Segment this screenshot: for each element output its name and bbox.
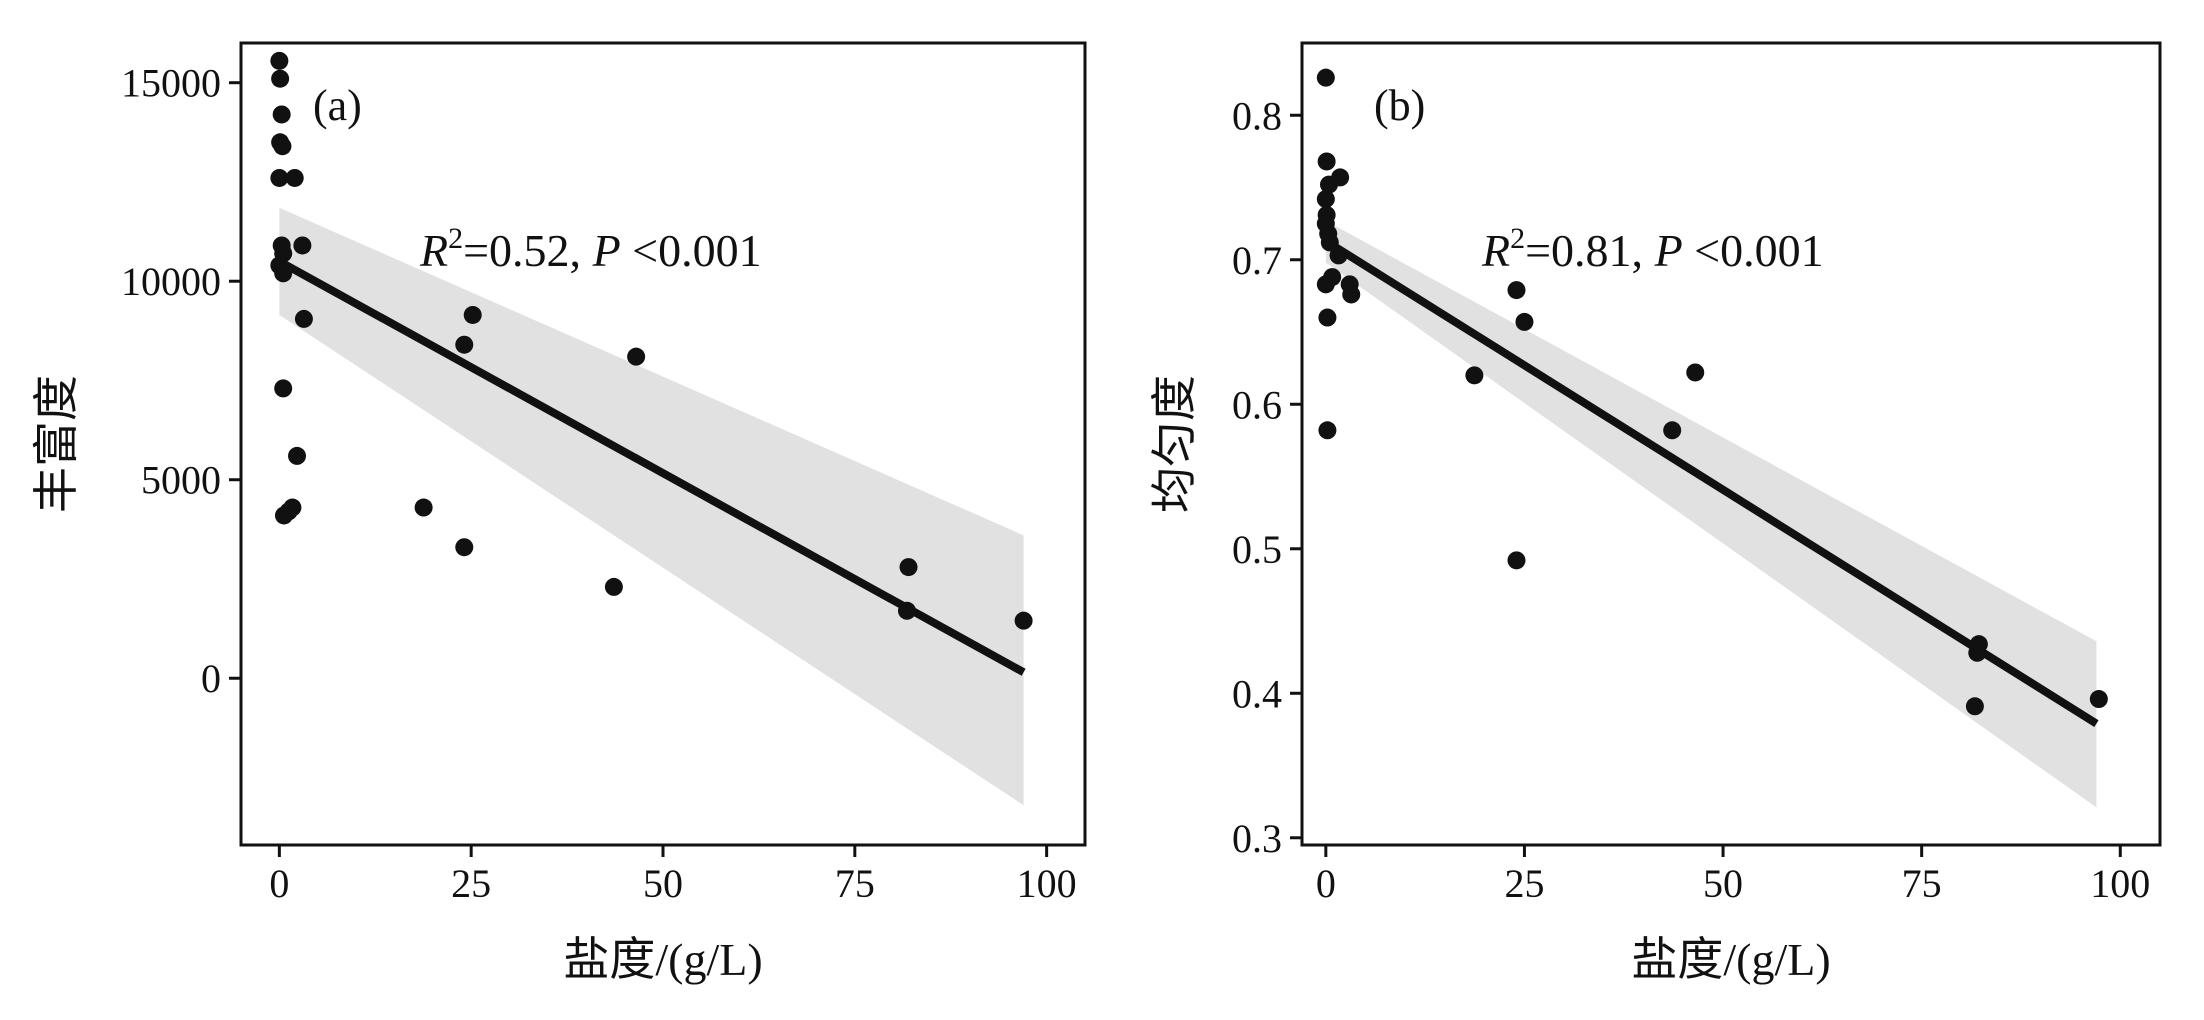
data-point bbox=[1320, 175, 1339, 194]
confidence-band bbox=[1325, 220, 2097, 808]
data-point bbox=[279, 502, 298, 521]
y-tick-label: 15000 bbox=[121, 61, 221, 106]
x-tick-label: 0 bbox=[269, 861, 289, 906]
data-point bbox=[1507, 551, 1526, 570]
data-point bbox=[414, 498, 433, 517]
regression-line bbox=[277, 257, 1026, 676]
data-point bbox=[1316, 68, 1335, 87]
data-point bbox=[1465, 366, 1484, 385]
data-point bbox=[274, 379, 293, 398]
data-point bbox=[463, 305, 482, 324]
data-point bbox=[1329, 246, 1348, 265]
plot-frame bbox=[1300, 41, 2162, 847]
x-tick-label: 75 bbox=[1902, 861, 1942, 906]
y-tick-label: 10000 bbox=[121, 259, 221, 304]
data-point bbox=[1316, 190, 1335, 209]
data-point bbox=[455, 538, 474, 557]
data-point bbox=[270, 51, 289, 70]
data-point bbox=[285, 168, 304, 187]
data-point bbox=[604, 577, 623, 596]
data-point bbox=[1663, 421, 1682, 440]
data-point bbox=[1317, 152, 1336, 171]
data-point bbox=[1320, 233, 1339, 252]
data-point bbox=[455, 335, 474, 354]
data-point bbox=[272, 105, 291, 124]
x-tick-label: 50 bbox=[643, 861, 683, 906]
y-tick-label: 0.7 bbox=[1232, 238, 1282, 283]
x-axis-title: 盐度/(g/L) bbox=[1631, 934, 1830, 985]
data-point bbox=[899, 558, 918, 577]
regression-line bbox=[1323, 237, 2099, 728]
data-point bbox=[293, 236, 312, 255]
data-point bbox=[273, 137, 292, 156]
x-tick-label: 25 bbox=[1504, 861, 1544, 906]
panel-label: (a) bbox=[313, 81, 362, 130]
data-point bbox=[1507, 281, 1526, 300]
y-tick-label: 0.4 bbox=[1232, 671, 1282, 716]
data-point bbox=[1318, 421, 1337, 440]
data-point bbox=[1318, 308, 1337, 327]
data-point bbox=[294, 309, 313, 328]
data-point bbox=[271, 69, 290, 88]
x-tick-label: 25 bbox=[451, 861, 491, 906]
data-point bbox=[1968, 643, 1987, 662]
data-point bbox=[270, 168, 289, 187]
y-axis-title: 均匀度 bbox=[1149, 375, 1200, 513]
x-tick-label: 50 bbox=[1703, 861, 1743, 906]
data-point bbox=[1686, 363, 1705, 382]
data-point bbox=[274, 264, 293, 283]
chart-panel-2: 0 25 50 75 100 0.3 0.4 0.5 0.6 0.7 0.8 盐度/(g/L) 均匀度 (… bbox=[1149, 41, 2162, 985]
y-tick-label: 5000 bbox=[141, 458, 221, 503]
y-tick-label: 0.5 bbox=[1232, 527, 1282, 572]
data-point bbox=[1965, 697, 1984, 716]
x-tick-label: 100 bbox=[2090, 861, 2150, 906]
data-point bbox=[1014, 611, 1033, 630]
y-axis-title: 丰富度 bbox=[31, 375, 82, 513]
regression-stats: R2=0.81, P <0.001 bbox=[1481, 222, 1824, 276]
data-point bbox=[627, 347, 646, 366]
data-point bbox=[288, 446, 307, 465]
x-axis-title: 盐度/(g/L) bbox=[563, 934, 762, 985]
chart-panel-1: 0 25 50 75 100 0 5000 10000 15000 盐度/(g/L) 丰富度 (a) R… bbox=[31, 41, 1087, 985]
y-tick-label: 0 bbox=[201, 656, 221, 701]
y-tick-label: 0.3 bbox=[1232, 816, 1282, 861]
data-point bbox=[2089, 690, 2108, 709]
y-tick-label: 0.6 bbox=[1232, 382, 1282, 427]
x-tick-label: 75 bbox=[835, 861, 875, 906]
x-tick-label: 0 bbox=[1316, 861, 1336, 906]
confidence-band bbox=[279, 207, 1024, 806]
y-tick-label: 0.8 bbox=[1232, 93, 1282, 138]
data-point bbox=[1316, 275, 1335, 294]
x-tick-label: 100 bbox=[1017, 861, 1077, 906]
data-point bbox=[1342, 285, 1361, 304]
panel-label: (b) bbox=[1374, 81, 1425, 130]
data-point bbox=[897, 601, 916, 620]
data-point bbox=[1515, 312, 1534, 331]
regression-stats: R2=0.52, P <0.001 bbox=[419, 222, 762, 276]
